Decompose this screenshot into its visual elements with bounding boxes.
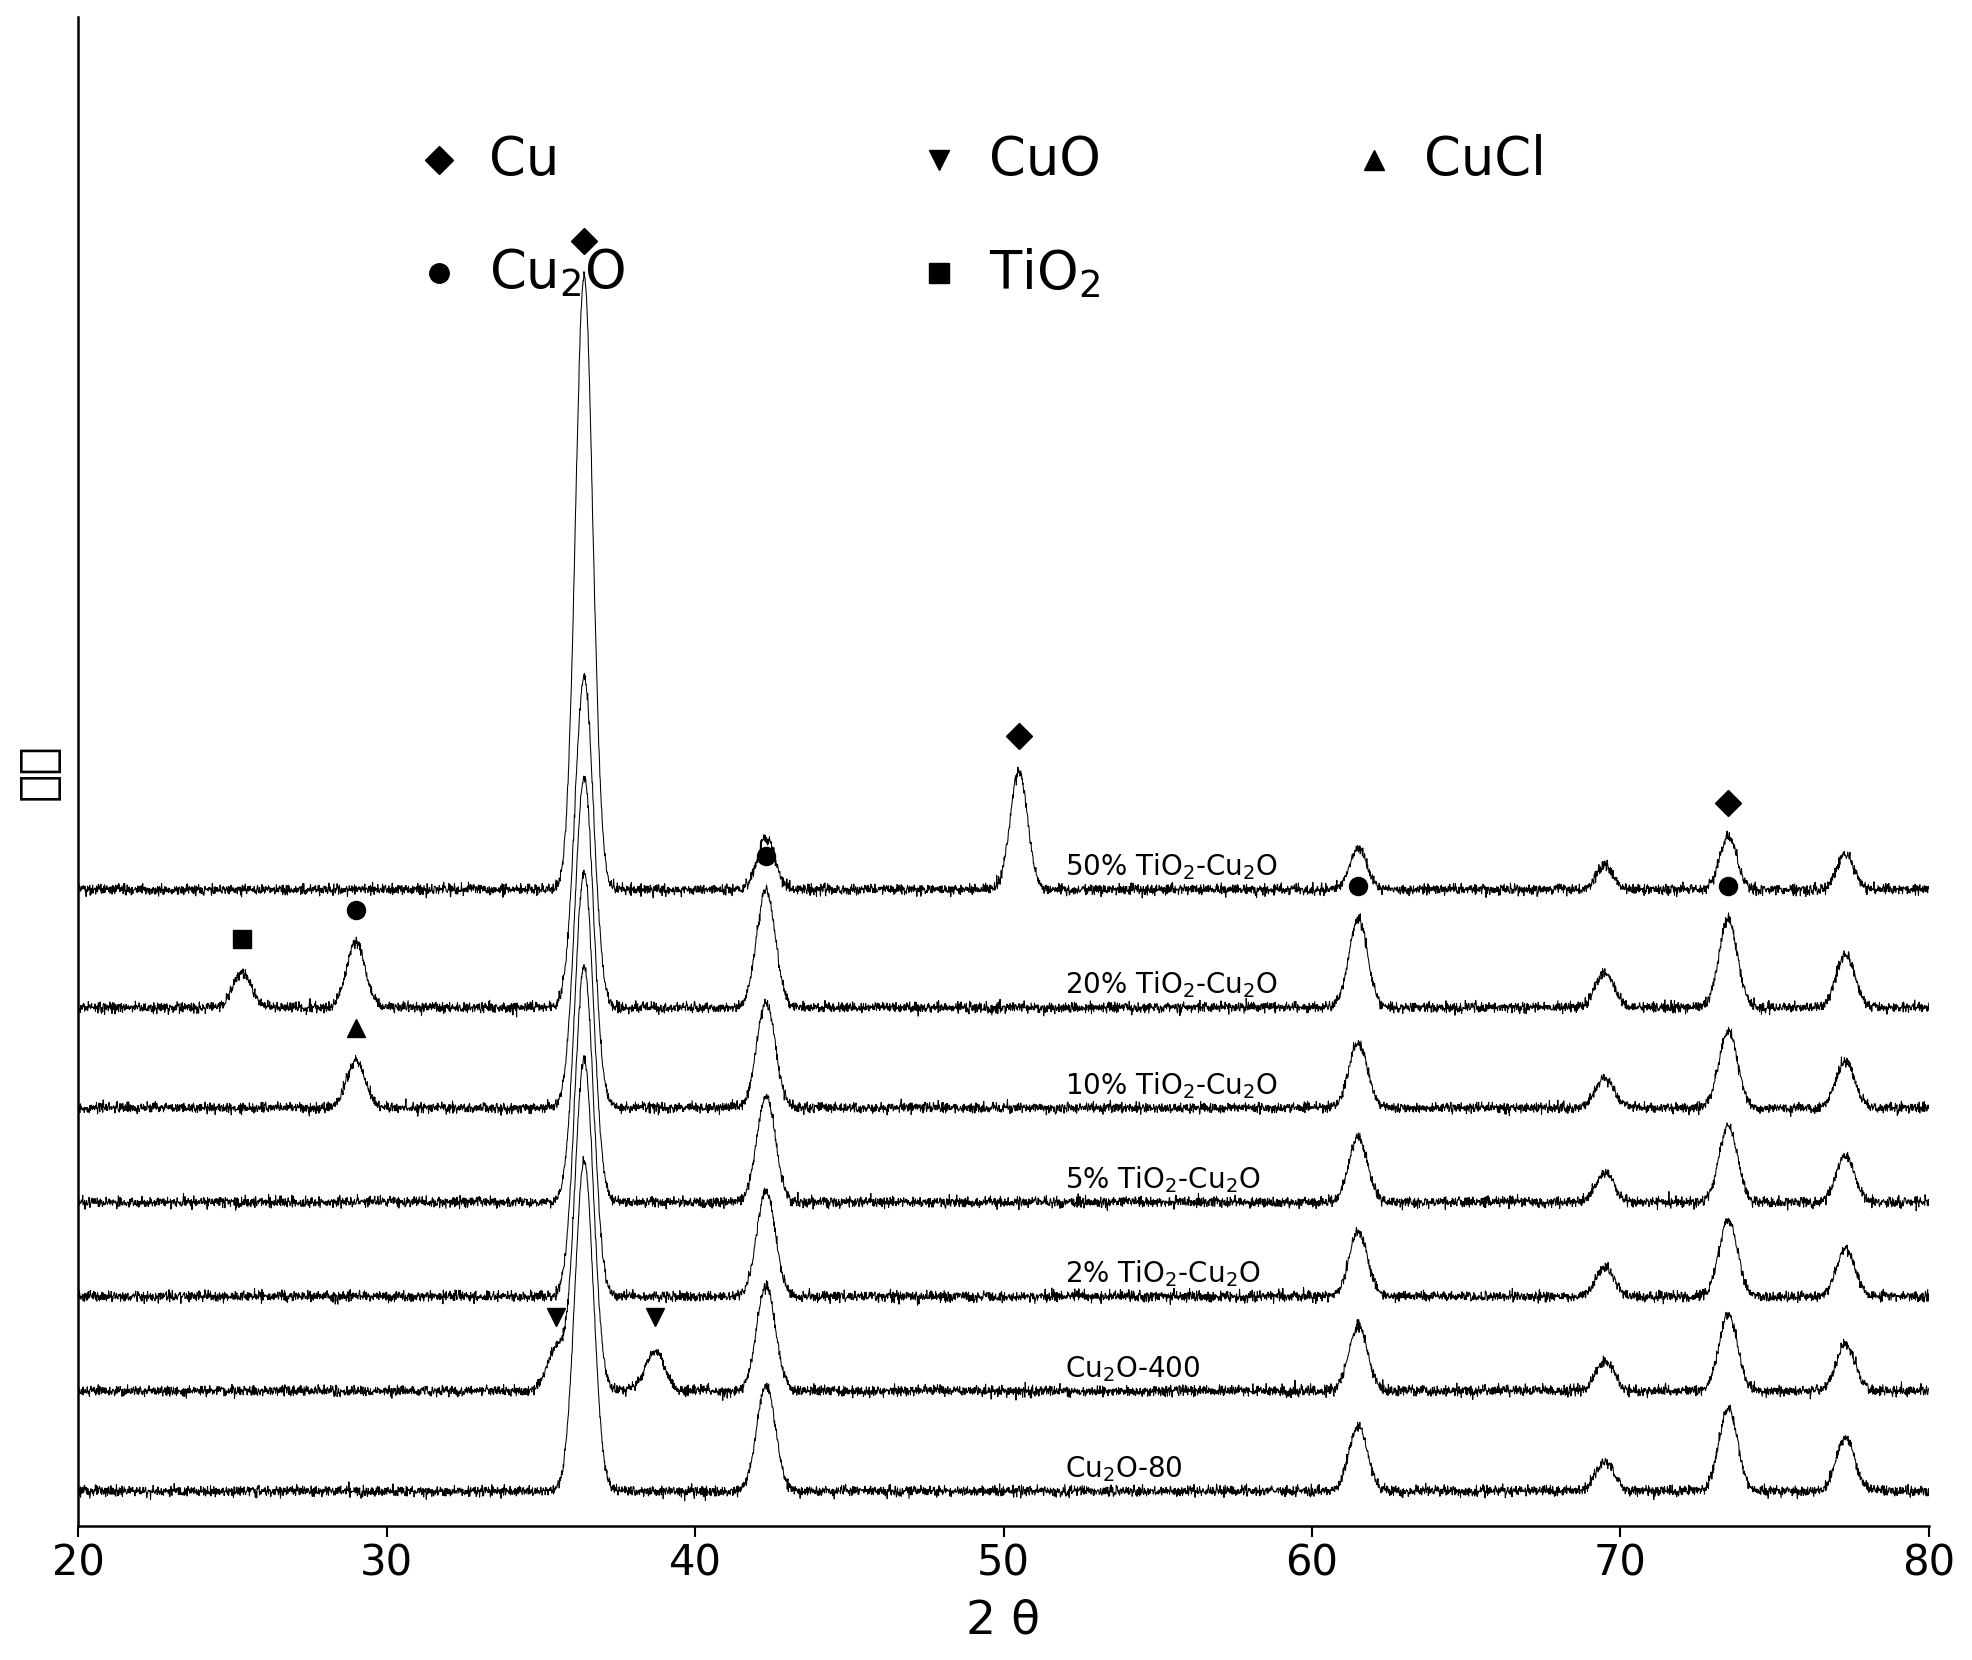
Text: Cu: Cu bbox=[489, 134, 560, 186]
Text: CuO: CuO bbox=[988, 134, 1100, 186]
Text: 50% TiO$_2$-Cu$_2$O: 50% TiO$_2$-Cu$_2$O bbox=[1065, 852, 1278, 883]
Text: 2% TiO$_2$-Cu$_2$O: 2% TiO$_2$-Cu$_2$O bbox=[1065, 1258, 1260, 1290]
Text: 20% TiO$_2$-Cu$_2$O: 20% TiO$_2$-Cu$_2$O bbox=[1065, 969, 1278, 1001]
Text: 10% TiO$_2$-Cu$_2$O: 10% TiO$_2$-Cu$_2$O bbox=[1065, 1069, 1278, 1101]
Text: TiO$_2$: TiO$_2$ bbox=[988, 246, 1100, 300]
Text: Cu$_2$O-400: Cu$_2$O-400 bbox=[1065, 1355, 1201, 1384]
Text: CuCl: CuCl bbox=[1424, 134, 1546, 186]
Text: 5% TiO$_2$-Cu$_2$O: 5% TiO$_2$-Cu$_2$O bbox=[1065, 1164, 1260, 1195]
X-axis label: 2 θ: 2 θ bbox=[966, 1599, 1041, 1643]
Text: Cu$_2$O-80: Cu$_2$O-80 bbox=[1065, 1454, 1183, 1484]
Text: Cu$_2$O: Cu$_2$O bbox=[489, 247, 625, 300]
Y-axis label: 强度: 强度 bbox=[16, 744, 61, 800]
